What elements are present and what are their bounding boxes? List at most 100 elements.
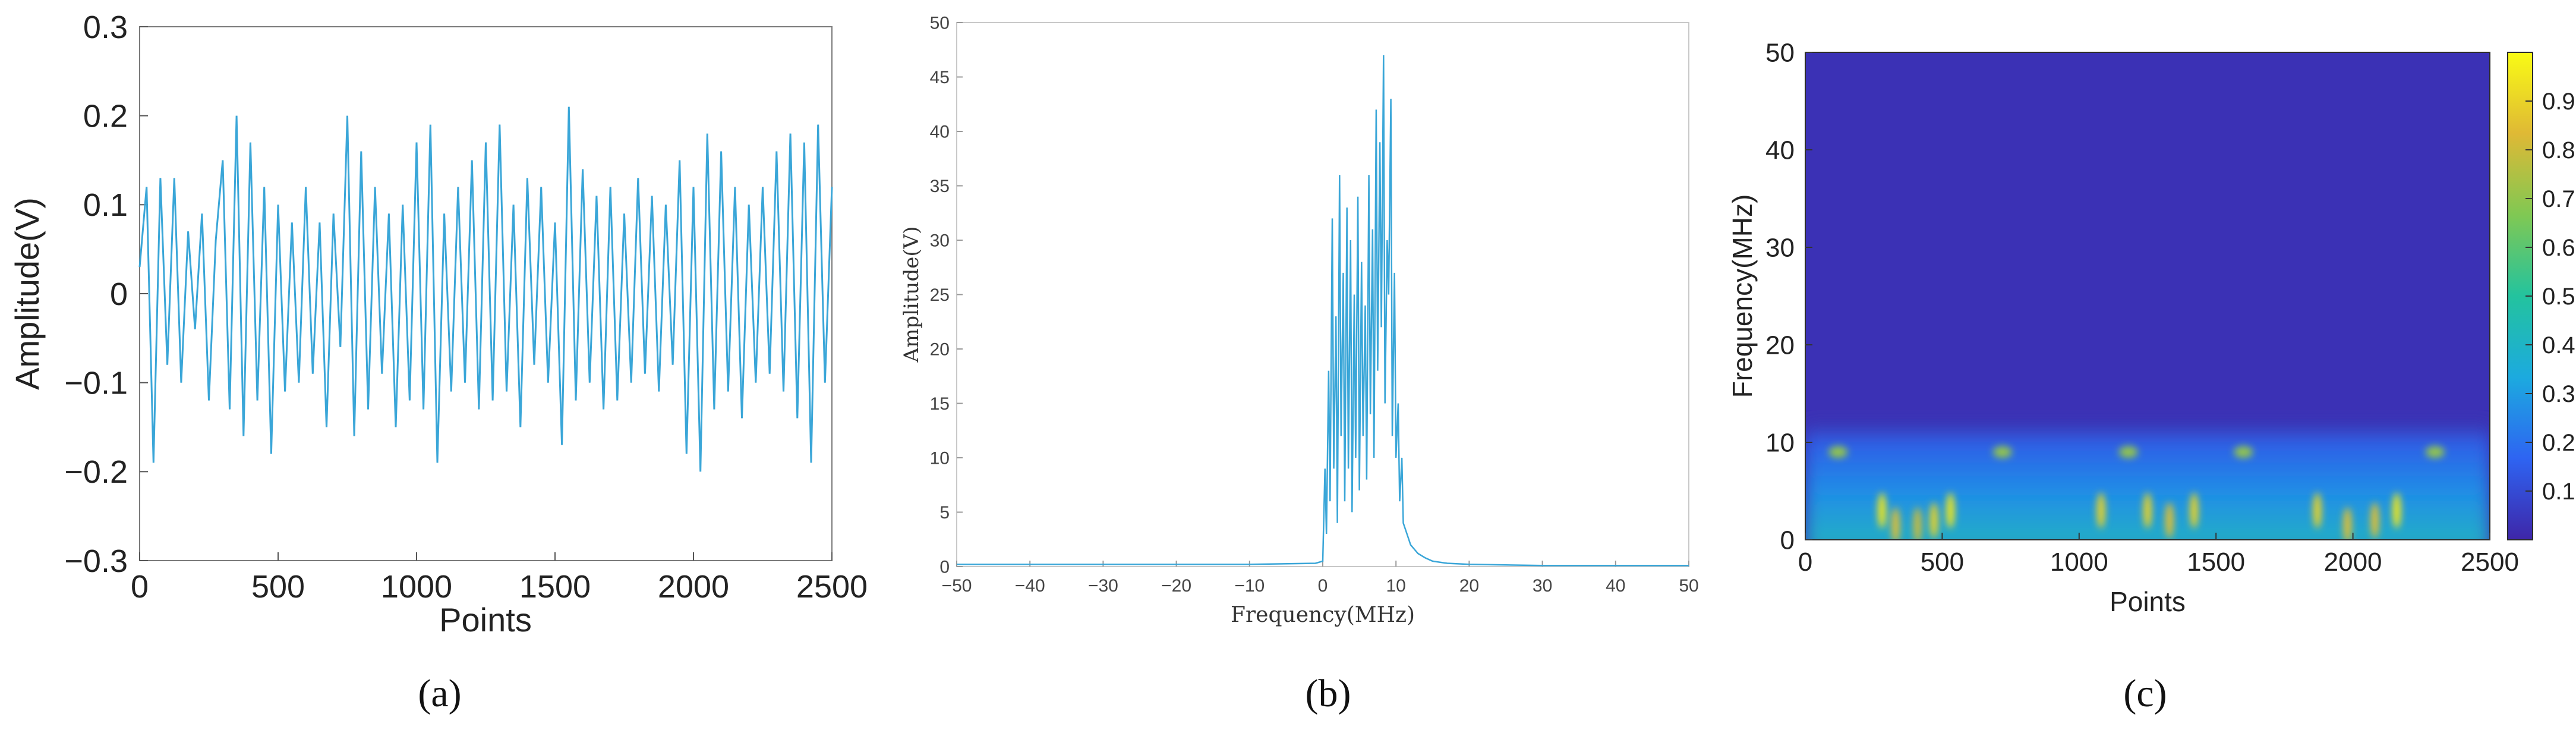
panel-a-ytick-label: 0	[110, 276, 128, 312]
panel-c-hotspot	[1828, 446, 1848, 458]
panel-a-time-signal: 0 500 1000 1500 2000 2500 −0.3 −0.2 −0.1 0 0.1 0.2 0…	[8, 10, 868, 715]
panel-c-hotspots	[1828, 446, 2445, 540]
panel-c-xtick-label: 0	[1798, 548, 1812, 577]
panel-c-hotspot	[2118, 446, 2138, 458]
panel-c-xtick-label: 500	[1921, 548, 1964, 577]
panel-b-xtick-label: 0	[1318, 576, 1328, 596]
panel-a-ytick-label: 0.1	[83, 187, 128, 223]
panel-a-xtick-label: 500	[251, 569, 305, 605]
panel-a-xtick-label: 2500	[796, 569, 868, 605]
panel-c-xtick-label: 2500	[2461, 548, 2519, 577]
panel-a-ylabel: Amplitude(V)	[8, 197, 46, 390]
panel-a-xtick-label: 1500	[519, 569, 591, 605]
panel-b-xtick-label: −10	[1234, 576, 1265, 596]
panel-b-xtick-label: −40	[1015, 576, 1045, 596]
panel-a-ytick-label: 0.3	[83, 10, 128, 45]
panel-c-xtick-label: 2000	[2324, 548, 2382, 577]
panel-c-plot-frame	[1805, 52, 2490, 540]
panel-c-hotspot	[1878, 492, 1887, 529]
panel-c-ytick-label: 50	[1765, 38, 1795, 67]
panel-b-xtick-label: −20	[1161, 576, 1191, 596]
panel-b-xtick-label: 20	[1459, 576, 1479, 596]
panel-c-ytick-label: 30	[1765, 233, 1795, 262]
panel-b-xtick-label: 50	[1679, 576, 1698, 596]
panel-c-hotspot	[2143, 492, 2152, 529]
panel-c-hotspot	[2313, 492, 2322, 529]
panel-b-xtick-label: −30	[1088, 576, 1118, 596]
panel-c-colorbar	[2507, 52, 2533, 540]
panel-b-xlabel: Frequency(MHz)	[1231, 603, 1415, 627]
panel-b-plot-area	[956, 22, 1689, 567]
panel-a-plot-area	[139, 26, 833, 561]
panel-c-axis-ticks: 0 500 1000 1500 2000 2500 0 10 20 30 40 50	[1765, 38, 2519, 577]
panel-b-ytick-label: 20	[930, 340, 950, 360]
panel-a-xlabel: Points	[439, 601, 532, 639]
panel-c-xtick-label: 1500	[2187, 548, 2245, 577]
panel-b-xtick-label: 30	[1533, 576, 1552, 596]
panel-a-ytick-label: 0.2	[83, 99, 128, 134]
panel-c-xlabel: Points	[2110, 586, 2186, 617]
panel-b-spectrum: −50 −40 −30 −20 −10 0 10 20 30 40 50 0 5 10 15 20 25 30 35…	[900, 14, 1699, 716]
panel-c-hotspot	[2392, 492, 2401, 529]
panel-c-energy-band	[1805, 423, 2490, 540]
panel-c-colorbar-tick-label: 0.7	[2542, 186, 2575, 212]
panel-c-hotspot	[2190, 492, 2199, 529]
panel-c-hotspot	[2343, 507, 2352, 540]
panel-b-ytick-label: 25	[930, 285, 950, 305]
panel-c-colorbar-ticks: 0.1 0.2 0.3 0.4 0.5 0.6 0.7 0.8 0.9	[2525, 89, 2575, 505]
panel-c-hotspot	[2234, 446, 2253, 458]
panel-b-ytick-label: 50	[930, 14, 950, 33]
panel-b-ytick-label: 0	[939, 558, 950, 577]
panel-a-ytick-label: −0.3	[64, 543, 128, 579]
panel-b-axis-ticks: −50 −40 −30 −20 −10 0 10 20 30 40 50 0 5 10 15 20 25 30 35…	[930, 14, 1699, 596]
panel-a-label: (a)	[418, 672, 461, 715]
panel-c-colorbar-tick-label: 0.5	[2542, 284, 2575, 310]
panel-c-colorbar-tick-label: 0.8	[2542, 137, 2575, 163]
panel-c-ytick-label: 0	[1780, 526, 1795, 555]
panel-a-ytick-label: −0.1	[64, 366, 128, 401]
panel-c-hotspot	[1929, 502, 1938, 539]
panel-b-xtick-label: 40	[1606, 576, 1625, 596]
panel-b-ytick-label: 45	[930, 68, 950, 87]
panel-c-colorbar-tick-label: 0.3	[2542, 381, 2575, 407]
panel-c-colorbar-tick-label: 0.6	[2542, 235, 2575, 261]
panel-a-xtick-label: 1000	[381, 569, 452, 605]
panel-b-label: (b)	[1306, 672, 1351, 715]
panel-c-ytick-label: 40	[1765, 136, 1795, 165]
panel-b-ytick-label: 10	[930, 449, 950, 468]
panel-b-ylabel: Amplitude(V)	[900, 227, 923, 363]
panel-b-ytick-label: 35	[930, 177, 950, 196]
panel-b-ytick-label: 40	[930, 122, 950, 142]
panel-c-ylabel: Frequency(MHz)	[1727, 194, 1758, 398]
panel-c-hotspot	[2370, 502, 2379, 539]
panel-c-hotspot	[2165, 502, 2174, 539]
panel-a-signal-line	[138, 106, 833, 472]
panel-c-xtick-label: 1000	[2050, 548, 2108, 577]
panel-c-hotspot	[1913, 507, 1922, 540]
panel-c-hotspot	[1891, 507, 1900, 540]
panel-c-hotspot	[2425, 446, 2445, 458]
panel-c-colorbar-tick-label: 0.2	[2542, 430, 2575, 456]
panel-b-ytick-label: 30	[930, 231, 950, 251]
panel-c-colorbar-tick-label: 0.9	[2542, 89, 2575, 115]
panel-c-label: (c)	[2123, 672, 2167, 715]
panel-c-colorbar-tick-label: 0.4	[2542, 332, 2575, 358]
panel-c-ytick-label: 20	[1765, 331, 1795, 360]
panel-a-xtick-label: 0	[131, 569, 149, 605]
panel-b-spectrum-line	[957, 55, 1689, 567]
panel-a-axis-ticks: 0 500 1000 1500 2000 2500 −0.3 −0.2 −0.1 0 0.1 0.2 0…	[64, 10, 868, 605]
panel-c-hotspot	[2096, 492, 2105, 529]
panel-c-hotspot	[1992, 446, 2012, 458]
panel-b-ytick-label: 15	[930, 394, 950, 414]
panel-c-heatmap-field	[1805, 423, 2490, 540]
panel-c-hotspot	[1946, 492, 1955, 529]
panel-a-xtick-label: 2000	[658, 569, 729, 605]
panel-b-xtick-label: −50	[942, 576, 972, 596]
panel-a-ytick-label: −0.2	[64, 454, 128, 490]
panel-c-colorbar-tick-label: 0.1	[2542, 479, 2575, 505]
panel-b-xtick-label: 10	[1386, 576, 1406, 596]
panel-c-ytick-label: 10	[1765, 428, 1795, 457]
panel-b-ytick-label: 5	[939, 503, 950, 523]
